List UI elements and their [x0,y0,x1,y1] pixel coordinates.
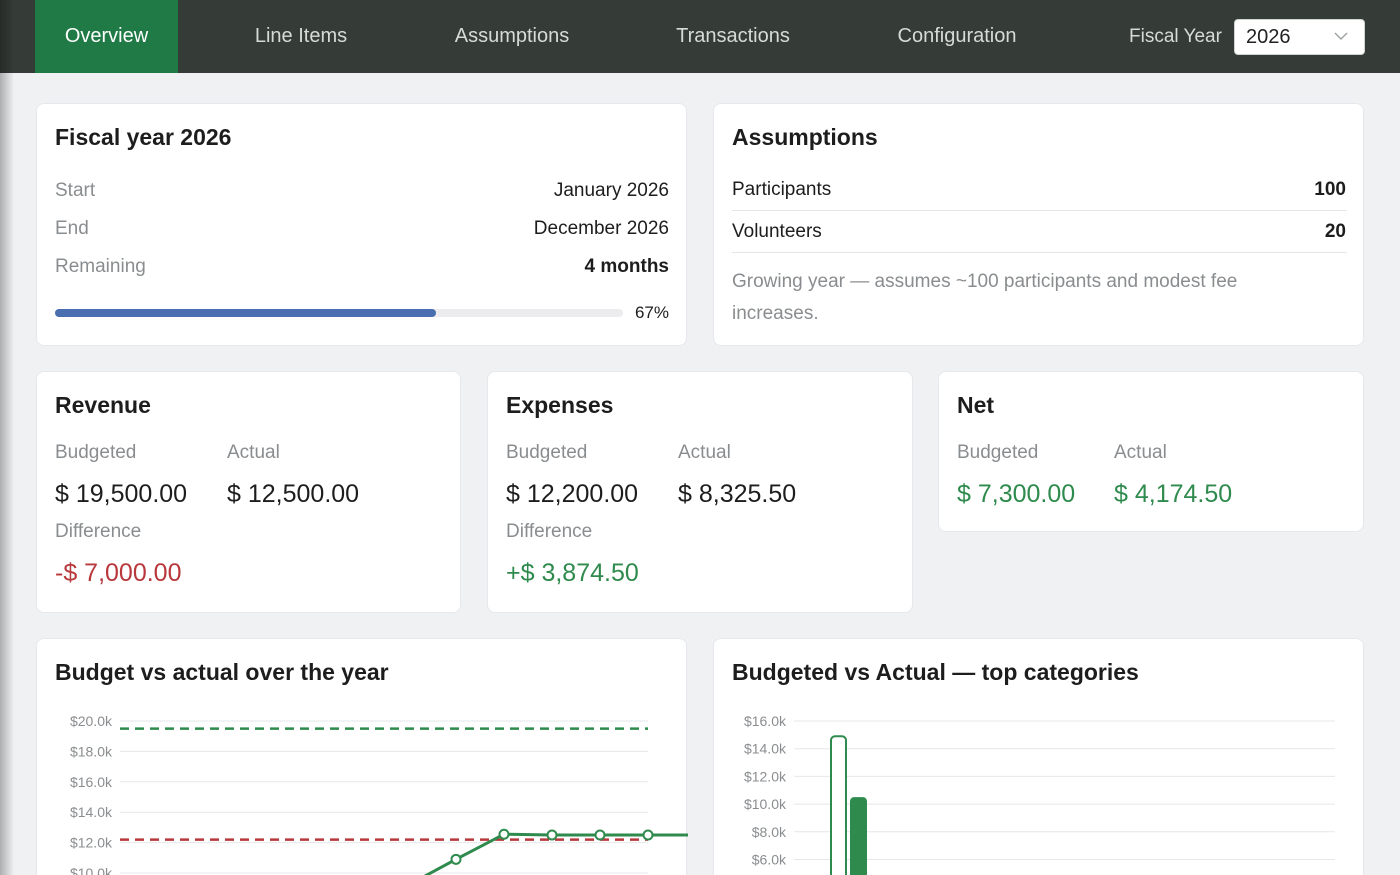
line-chart-title: Budget vs actual over the year [55,659,389,685]
assumptions-title: Assumptions [732,124,878,150]
budget-vs-actual-line-chart: $20.0k $18.0k $16.0k $14.0k $12.0k $10.0k [70,713,688,875]
top-categories-chart-card: Budgeted vs Actual — top categories $16.… [713,638,1364,875]
revenue-difference-label: Difference [55,521,142,542]
fiscal-year-value: 2026 [1246,26,1291,48]
row-divider [732,210,1347,211]
data-point [546,829,558,841]
start-label: Start [55,180,96,201]
fiscal-year-card: Fiscal year 2026 Start January 2026 End … [36,103,687,346]
y-tick-label: $16.0k [70,774,113,790]
expenses-title: Expenses [506,392,614,418]
fiscal-year-title: Fiscal year 2026 [55,124,232,150]
data-point [450,853,462,865]
window-edge-shadow [0,0,14,875]
top-categories-bar-chart: $16.0k $14.0k $12.0k $10.0k $8.0k $6.0k [744,713,1335,875]
remaining-label: Remaining [55,256,146,277]
remaining-value: 4 months [584,256,669,277]
revenue-budgeted-value: $ 19,500.00 [55,480,188,508]
year-progress-percent: 67% [634,303,669,322]
bar-chart-title: Budgeted vs Actual — top categories [732,659,1139,685]
budget-vs-actual-chart-card: Budget vs actual over the year $20.0k $18… [36,638,688,875]
expenses-budgeted-value: $ 12,200.00 [506,480,639,508]
expenses-difference-label: Difference [506,521,593,542]
start-value: January 2026 [553,180,669,201]
revenue-actual-value: $ 12,500.00 [227,480,360,508]
tab-transactions[interactable]: Transactions [676,25,790,47]
revenue-budgeted-label: Budgeted [55,442,137,463]
year-progress-bar [55,309,623,317]
expenses-actual-value: $ 8,325.50 [678,480,797,508]
assumptions-card: Assumptions Participants 100 Volunteers … [713,103,1364,346]
fiscal-year-label: Fiscal Year [1129,26,1222,47]
expenses-budgeted-label: Budgeted [506,442,588,463]
expenses-actual-label: Actual [678,442,731,463]
net-budgeted-label: Budgeted [957,442,1039,463]
y-tick-label: $18.0k [70,743,113,759]
revenue-title: Revenue [55,392,151,418]
y-tick-label: $8.0k [752,824,787,840]
tab-configuration[interactable]: Configuration [897,25,1017,47]
revenue-actual-label: Actual [227,442,280,463]
bar-budgeted [830,735,847,875]
data-point [594,829,606,841]
y-tick-label: $10.0k [70,865,113,875]
net-budgeted-value: $ 7,300.00 [957,480,1076,508]
participants-label: Participants [732,179,832,200]
participants-value: 100 [1314,179,1346,200]
y-tick-label: $10.0k [744,796,787,812]
data-point [642,829,654,841]
bar-actual [850,797,867,875]
revenue-card: Revenue Budgeted Actual $ 19,500.00 $ 12… [36,371,461,613]
end-value: December 2026 [533,218,669,239]
tab-assumptions[interactable]: Assumptions [454,25,570,47]
y-tick-label: $12.0k [744,768,787,784]
end-label: End [55,218,89,239]
volunteers-label: Volunteers [732,221,822,242]
y-tick-label: $20.0k [70,713,113,729]
chevron-down-icon [1334,32,1348,40]
net-actual-value: $ 4,174.50 [1114,480,1233,508]
year-progress-fill [55,309,436,317]
volunteers-value: 20 [1324,221,1346,242]
data-point [498,828,510,840]
y-tick-label: $6.0k [752,852,787,868]
y-tick-label: $14.0k [70,804,113,820]
tab-line-items[interactable]: Line Items [254,25,348,47]
y-tick-label: $12.0k [70,835,113,851]
expenses-card: Expenses Budgeted Actual $ 12,200.00 $ 8… [487,371,913,613]
expenses-difference-value: +$ 3,874.50 [506,559,639,587]
row-divider [732,252,1347,253]
y-tick-label: $14.0k [744,741,787,757]
net-title: Net [957,392,995,418]
fiscal-year-select[interactable]: 2026 [1234,19,1365,55]
revenue-difference-value: -$ 7,000.00 [55,559,182,587]
net-card: Net Budgeted Actual $ 7,300.00 $ 4,174.5… [938,371,1364,532]
y-tick-label: $16.0k [744,713,787,729]
assumptions-note: Growing year — assumes ~100 participants… [732,271,1238,324]
net-actual-label: Actual [1114,442,1167,463]
top-navigation: Overview Line Items Assumptions Transact… [0,0,1400,73]
tab-overview[interactable]: Overview [35,0,178,73]
